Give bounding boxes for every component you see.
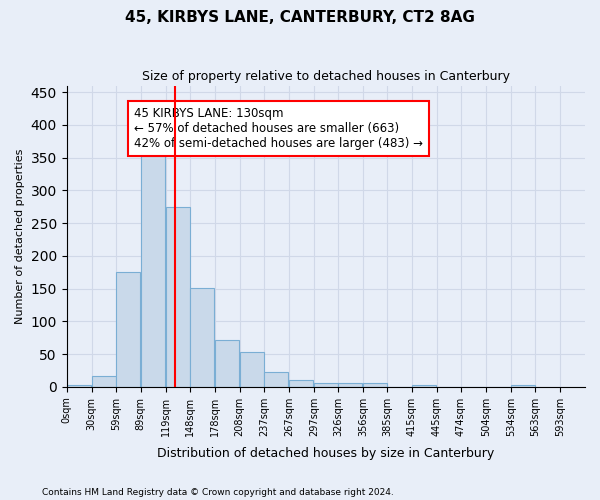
Bar [92,376,116,387]
Bar [166,206,190,387]
Bar [264,372,288,387]
Bar [240,352,264,387]
Text: 45, KIRBYS LANE, CANTERBURY, CT2 8AG: 45, KIRBYS LANE, CANTERBURY, CT2 8AG [125,10,475,25]
Bar [511,386,535,387]
Title: Size of property relative to detached houses in Canterbury: Size of property relative to detached ho… [142,70,510,83]
Bar [67,386,91,387]
Bar [116,272,140,387]
Text: 45 KIRBYS LANE: 130sqm
← 57% of detached houses are smaller (663)
42% of semi-de: 45 KIRBYS LANE: 130sqm ← 57% of detached… [134,106,423,150]
Bar [363,383,387,387]
Text: Contains HM Land Registry data © Crown copyright and database right 2024.: Contains HM Land Registry data © Crown c… [42,488,394,497]
Bar [141,148,165,387]
Bar [190,288,214,387]
Bar [289,380,313,387]
Y-axis label: Number of detached properties: Number of detached properties [15,148,25,324]
Bar [314,383,338,387]
X-axis label: Distribution of detached houses by size in Canterbury: Distribution of detached houses by size … [157,447,494,460]
Bar [412,386,436,387]
Bar [338,383,362,387]
Bar [215,340,239,387]
